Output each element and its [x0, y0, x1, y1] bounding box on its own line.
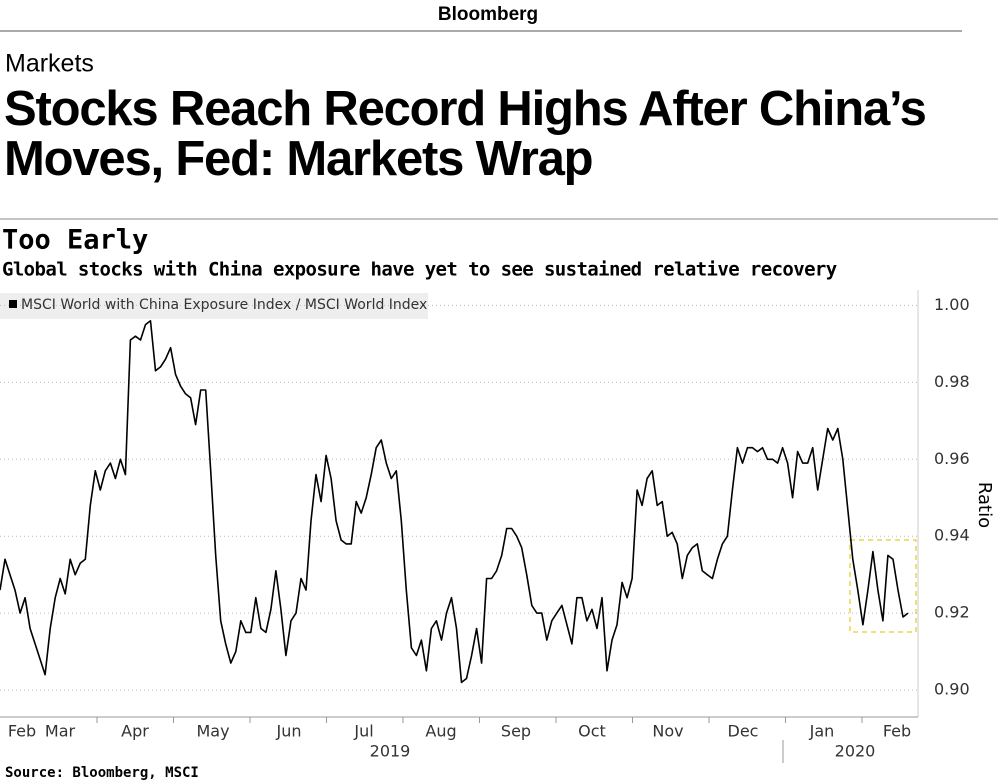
source: Source: Bloomberg, MSCI	[5, 765, 199, 781]
chart-subtitle: Global stocks with China exposure have y…	[2, 259, 837, 281]
y-tick-label: 0.92	[934, 603, 970, 622]
x-tick-label: Aug	[425, 722, 456, 741]
headline: Stocks Reach Record Highs After China’s	[4, 82, 926, 136]
section: Markets	[5, 50, 94, 78]
legend-box	[0, 293, 428, 319]
x-tick-label: Jan	[809, 722, 835, 741]
chart-title: Too Early	[2, 225, 148, 256]
x-tick-label: Feb	[8, 722, 36, 741]
y-tick-label: 0.96	[934, 449, 970, 468]
legend-swatch	[9, 300, 17, 308]
data-line	[0, 320, 909, 684]
x-tick-label: Dec	[728, 722, 759, 741]
x-tick-label: Feb	[883, 722, 911, 741]
x-year-label: 2020	[835, 742, 876, 761]
x-tick-label: Jun	[276, 722, 302, 741]
y-tick-label: 0.94	[934, 526, 970, 545]
legend-label: MSCI World with China Exposure Index / M…	[21, 297, 427, 313]
x-tick-label: Sep	[501, 722, 531, 741]
x-tick-label: Nov	[652, 722, 683, 741]
x-tick-label: May	[196, 722, 229, 741]
brand: Bloomberg	[438, 4, 538, 25]
x-tick-label: Jul	[353, 722, 373, 741]
x-year-label: 2019	[370, 742, 411, 761]
x-tick-label: Oct	[578, 722, 606, 741]
x-tick-label: Mar	[45, 722, 76, 741]
x-tick-label: Apr	[121, 722, 149, 741]
y-tick-label: 0.98	[934, 372, 970, 391]
headline: Moves, Fed: Markets Wrap	[4, 132, 592, 186]
y-axis-label: Ratio	[974, 482, 995, 528]
y-tick-label: 1.00	[934, 295, 970, 314]
highlight-box	[849, 539, 917, 633]
y-tick-label: 0.90	[934, 680, 970, 699]
